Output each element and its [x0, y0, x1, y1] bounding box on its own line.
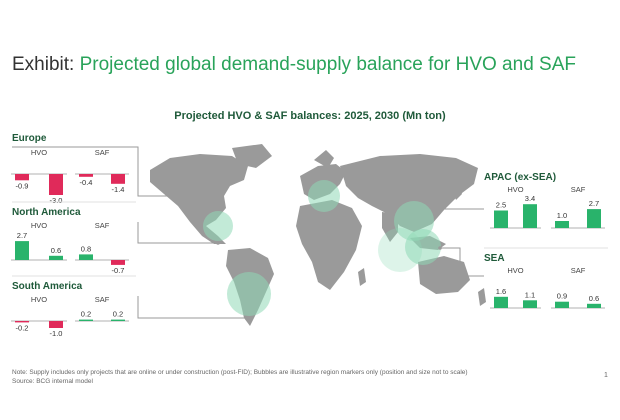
footnote: Note: Supply includes only projects that…	[12, 368, 468, 386]
data-label: -1.4	[112, 185, 125, 194]
bar-hvo-2030	[49, 255, 63, 260]
bar-hvo-2025	[15, 241, 29, 260]
bubble-south-america	[227, 272, 271, 316]
bar-hvo-2025	[494, 296, 508, 308]
data-label: 0.8	[81, 244, 91, 253]
map-india	[382, 212, 398, 242]
region-panels: Europe HVO -0.9 -3.0 SAF -0.4 -1.4 North Americ…	[11, 133, 608, 338]
data-label: 0.9	[557, 292, 567, 301]
data-label: 0.2	[81, 310, 91, 319]
series-label-hvo: HVO	[507, 266, 523, 275]
footnote-note: Note: Supply includes only projects that…	[12, 369, 468, 376]
connector-north-america	[137, 222, 218, 244]
data-label: 0.2	[113, 310, 123, 319]
region-title: South America	[12, 281, 83, 292]
region-title: APAC (ex-SEA)	[484, 172, 556, 183]
region-connectors	[12, 146, 484, 320]
bubble-india-faint	[378, 228, 422, 272]
map-australia	[418, 256, 470, 294]
map-new-zealand	[478, 288, 486, 306]
map-madagascar	[358, 268, 366, 286]
series-label-saf: SAF	[571, 266, 586, 275]
world-map	[150, 144, 486, 326]
connector-dot-sa	[246, 316, 250, 320]
series-label-hvo: HVO	[31, 221, 47, 230]
title-prefix: Exhibit:	[12, 54, 75, 75]
data-label: 3.4	[525, 194, 535, 203]
bar-hvo-2030	[523, 300, 537, 308]
bar-hvo-2025	[494, 210, 508, 228]
bar-saf-2030	[111, 260, 125, 265]
map-north-america	[150, 154, 248, 244]
data-label: -0.2	[16, 323, 29, 332]
bar-saf-2030	[111, 174, 125, 184]
series-label-saf: SAF	[95, 295, 110, 304]
series-label-hvo: HVO	[507, 185, 523, 194]
data-label: -0.4	[80, 178, 93, 187]
region-title: Europe	[12, 133, 47, 144]
data-label: 2.7	[17, 231, 27, 240]
bar-saf-2025	[79, 319, 93, 321]
connector-dot-sea	[438, 246, 442, 250]
data-label: 1.1	[525, 290, 535, 299]
series-label-hvo: HVO	[31, 148, 47, 157]
bar-saf-2025	[555, 221, 569, 228]
connector-dot-apac	[436, 207, 440, 211]
bar-saf-2030	[587, 303, 601, 308]
map-japan	[452, 182, 462, 200]
map-greenland	[232, 144, 272, 168]
bar-hvo-2030	[523, 204, 537, 228]
bar-saf-2025	[79, 174, 93, 177]
bar-hvo-2030	[49, 321, 63, 328]
bar-saf-2030	[587, 209, 601, 228]
page-number: 1	[604, 372, 608, 379]
connector-sea	[440, 247, 484, 277]
data-label: 1.0	[557, 211, 567, 220]
map-scandinavia	[314, 150, 334, 168]
chart-subtitle: Projected HVO & SAF balances: 2025, 2030…	[174, 110, 446, 122]
bar-saf-2025	[79, 254, 93, 260]
data-label: 0.6	[51, 246, 61, 255]
connector-dot-na	[216, 241, 220, 245]
bubble-sea	[405, 229, 441, 265]
panel-north-america: North America HVO 2.7 0.6 SAF 0.8 -0.7	[11, 201, 136, 275]
data-label: -0.7	[112, 266, 125, 275]
bar-hvo-2030	[49, 174, 63, 195]
exhibit-title: Exhibit: Projected global demand-supply …	[12, 54, 576, 76]
region-bubbles	[203, 180, 441, 316]
data-label: -0.9	[16, 181, 29, 190]
connector-europe	[12, 146, 168, 197]
bar-saf-2030	[111, 319, 125, 321]
series-label-hvo: HVO	[31, 295, 47, 304]
series-label-saf: SAF	[95, 221, 110, 230]
data-label: -1.0	[50, 329, 63, 338]
data-label: -3.0	[50, 196, 63, 205]
bubble-europe	[308, 180, 340, 212]
data-label: 2.7	[589, 199, 599, 208]
region-title: SEA	[484, 253, 505, 264]
data-label: 1.6	[496, 287, 506, 296]
map-asia	[340, 154, 478, 232]
connector-south-america	[137, 296, 248, 319]
series-label-saf: SAF	[571, 185, 586, 194]
bar-hvo-2025	[15, 321, 29, 323]
bubble-north-america	[203, 211, 233, 241]
map-africa	[296, 200, 362, 290]
data-label: 0.6	[589, 294, 599, 303]
title-main: Projected global demand-supply balance f…	[79, 54, 576, 75]
footnote-source: Source: BCG internal model	[12, 378, 93, 385]
series-label-saf: SAF	[95, 148, 110, 157]
region-title: North America	[12, 207, 81, 218]
bar-hvo-2025	[15, 174, 29, 181]
bar-saf-2025	[555, 301, 569, 308]
data-label: 2.5	[496, 201, 506, 210]
panel-europe: Europe HVO -0.9 -3.0 SAF -0.4 -1.4	[11, 133, 129, 205]
